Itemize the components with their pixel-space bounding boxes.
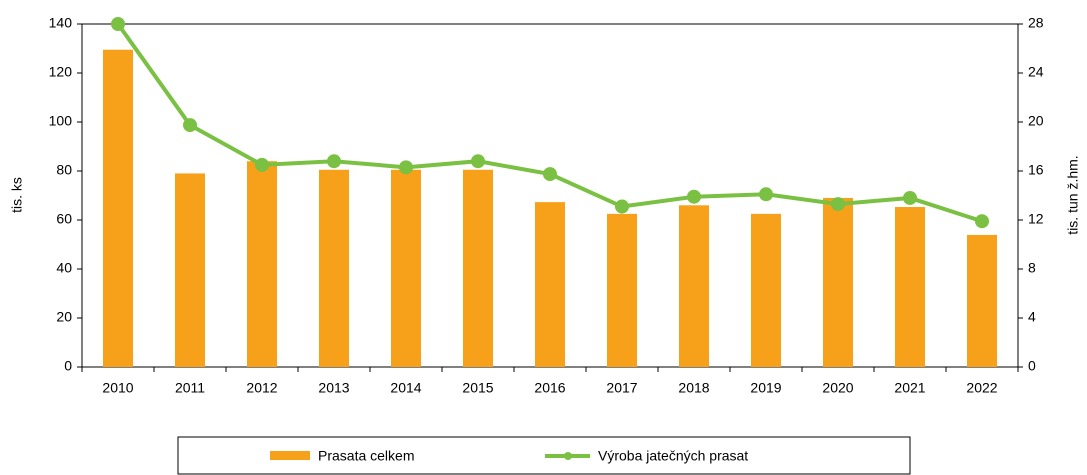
bar [535,202,565,367]
bar [895,207,925,367]
x-tick-label: 2020 [822,380,853,396]
line-marker [399,160,413,175]
x-tick-label: 2011 [175,380,205,396]
legend-label: Prasata celkem [318,448,414,464]
y-tick-label: 120 [49,64,73,80]
legend-marker [564,452,572,460]
line-marker [327,154,341,169]
y2-tick-label: 16 [1028,162,1044,178]
y-tick-label: 100 [49,113,73,129]
x-tick-label: 2015 [462,380,493,396]
x-tick-label: 2021 [894,380,925,396]
x-tick-label: 2012 [246,380,277,396]
bar [607,213,637,367]
y2-tick-label: 12 [1028,211,1044,227]
x-tick-label: 2010 [102,380,133,396]
line-marker [111,17,125,31]
bar [823,197,853,367]
y2-tick-label: 4 [1028,309,1036,325]
x-tick-label: 2014 [390,380,421,396]
y-axis-label: tis. ks [9,177,25,213]
x-tick-label: 2018 [678,380,709,396]
y2-tick-label: 24 [1028,64,1044,80]
y-tick-label: 40 [56,260,72,276]
line-marker [183,118,197,133]
bar [103,49,133,367]
line-marker [255,157,269,172]
y2-tick-label: 28 [1028,15,1044,31]
line-marker [543,167,557,182]
y2-tick-label: 8 [1028,260,1036,276]
bar [391,169,421,367]
y-tick-label: 140 [49,15,73,31]
line-marker [687,189,701,204]
x-tick-label: 2017 [606,380,637,396]
bar [319,169,349,367]
bar [967,234,997,367]
bar [463,169,493,367]
y-tick-label: 80 [56,162,72,178]
x-tick-label: 2016 [534,380,565,396]
legend-swatch [270,451,310,460]
line-marker [759,187,773,202]
line-marker [903,190,917,205]
y-tick-label: 20 [56,309,72,325]
x-tick-label: 2019 [750,380,781,396]
legend-label: Výroba jatečných prasat [598,448,748,464]
line-marker [831,197,845,212]
y2-tick-label: 0 [1028,358,1036,374]
line-marker [615,199,629,214]
y2-axis-label: tis. tun ž.hm. [1065,155,1081,234]
y-tick-label: 60 [56,211,72,227]
line-marker [975,214,989,229]
bar [175,173,205,367]
bar [247,161,277,367]
y-tick-label: 0 [64,358,72,374]
x-tick-label: 2022 [966,380,997,396]
bar [751,213,781,367]
line-marker [471,154,485,169]
x-tick-label: 2013 [318,380,349,396]
y2-tick-label: 20 [1028,113,1044,129]
bar [679,205,709,367]
